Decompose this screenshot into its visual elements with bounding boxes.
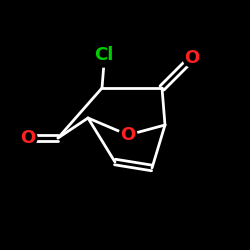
Text: Cl: Cl xyxy=(94,46,114,64)
Text: O: O xyxy=(184,49,200,67)
Text: O: O xyxy=(20,129,36,147)
Circle shape xyxy=(92,43,116,67)
Circle shape xyxy=(19,129,37,147)
Circle shape xyxy=(183,49,201,67)
Text: O: O xyxy=(120,126,136,144)
Circle shape xyxy=(119,126,137,144)
